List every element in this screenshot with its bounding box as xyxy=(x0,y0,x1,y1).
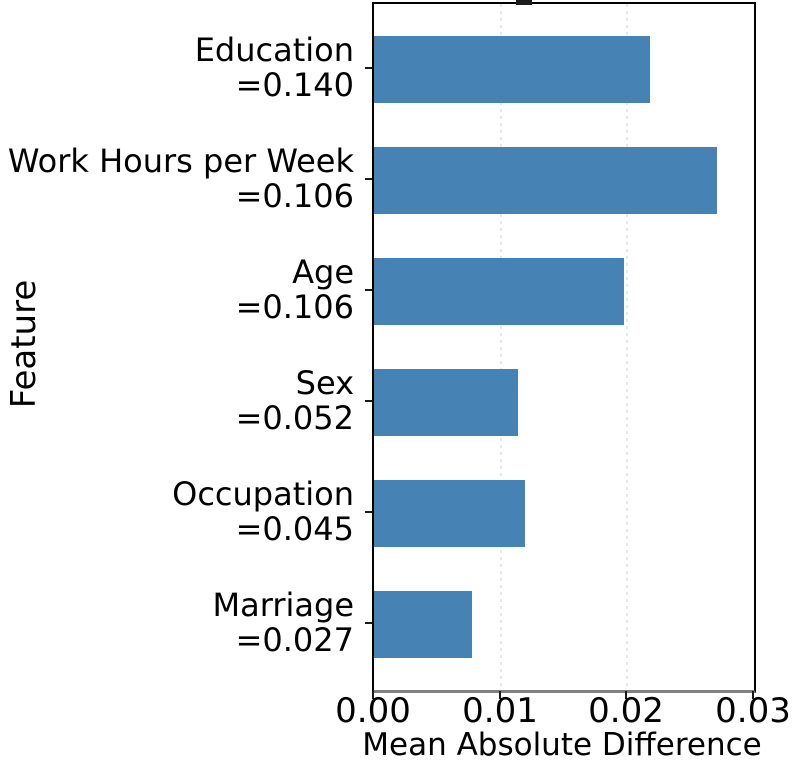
y-tick-label: Sex =0.052 xyxy=(0,363,354,437)
gridline xyxy=(500,4,502,690)
y-tick-mark xyxy=(365,399,372,402)
bar-work-hours-per-week xyxy=(374,147,717,214)
category-name: Work Hours per Week xyxy=(7,141,354,180)
category-value: =0.045 xyxy=(235,509,354,548)
gridline xyxy=(626,4,628,690)
category-name: Education xyxy=(194,30,354,69)
bar-occupation xyxy=(374,480,525,547)
x-tick-mark xyxy=(752,691,754,699)
y-tick-label: Marriage =0.027 xyxy=(0,585,354,659)
y-axis-label-text: Feature xyxy=(4,279,44,409)
y-tick-mark xyxy=(365,66,372,69)
y-tick-label: Age =0.106 xyxy=(0,252,354,326)
y-tick-label: Work Hours per Week =0.106 xyxy=(0,141,354,215)
category-value: =0.106 xyxy=(235,287,354,326)
bar-education xyxy=(374,36,650,103)
category-value: =0.106 xyxy=(235,176,354,215)
category-name: Age xyxy=(292,252,354,291)
category-name: Sex xyxy=(295,363,354,402)
x-tick-label: 0.02 xyxy=(588,691,664,731)
x-tick-mark xyxy=(625,691,627,699)
category-value: =0.027 xyxy=(235,620,354,659)
y-tick-mark xyxy=(365,510,372,513)
bar-marriage xyxy=(374,591,472,658)
x-tick-label: 0.00 xyxy=(335,691,411,731)
x-axis-label: Mean Absolute Difference xyxy=(362,727,762,763)
y-tick-mark xyxy=(365,621,372,624)
clipped-title-artifact xyxy=(516,0,532,5)
bar-age xyxy=(374,258,624,325)
category-name: Occupation xyxy=(172,474,354,513)
plot-area xyxy=(372,2,756,693)
category-value: =0.052 xyxy=(235,398,354,437)
x-tick-mark xyxy=(499,691,501,699)
category-value: =0.140 xyxy=(235,65,354,104)
y-tick-label: Occupation =0.045 xyxy=(0,474,354,548)
category-name: Marriage xyxy=(212,585,354,624)
y-tick-mark xyxy=(365,177,372,180)
bar-sex xyxy=(374,369,518,436)
x-tick-mark xyxy=(372,691,374,699)
x-tick-label: 0.03 xyxy=(715,691,791,731)
x-tick-label: 0.01 xyxy=(462,691,538,731)
y-tick-mark xyxy=(365,288,372,291)
y-tick-label: Education =0.140 xyxy=(0,30,354,104)
